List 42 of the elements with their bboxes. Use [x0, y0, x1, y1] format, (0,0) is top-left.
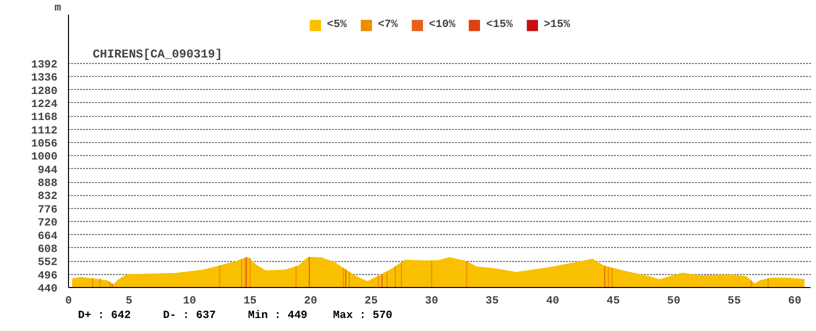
y-tick-label: 552	[38, 257, 58, 270]
y-tick-label: 664	[38, 230, 58, 243]
x-tick-label: 15	[243, 296, 258, 308]
y-tick-label: 944	[38, 164, 58, 177]
x-tick-label: 50	[667, 296, 680, 308]
x-tick-label: 40	[546, 296, 560, 308]
y-tick-label: 1392	[31, 59, 58, 72]
y-tick-label: 776	[38, 204, 58, 216]
y-tick-label: 1224	[31, 98, 58, 111]
y-axis-title: m	[54, 2, 62, 14]
x-tick-label: 5	[126, 296, 133, 308]
y-tick-label: 496	[38, 270, 58, 282]
text: Min : 449	[248, 309, 308, 324]
text: CHIRENS[CA_090319]	[92, 47, 222, 62]
x-tick-label: 55	[728, 296, 742, 308]
x-tick-label: 35	[486, 296, 500, 308]
x-tick-label: 20	[304, 296, 318, 308]
y-tick-label: 1056	[31, 138, 58, 151]
text: D+ : 642	[78, 309, 132, 324]
y-tick-label: 608	[38, 244, 58, 256]
legend-label: <15%	[486, 19, 513, 31]
y-tick-label: 888	[38, 178, 58, 190]
y-tick-label: 1000	[31, 152, 58, 164]
y-tick-label: 832	[38, 191, 58, 204]
y-tick-label: 1112	[31, 125, 58, 138]
legend-label: >15%	[544, 19, 570, 31]
x-tick-label: 25	[364, 296, 378, 308]
text: Max : 570	[333, 309, 394, 324]
y-tick-label: 720	[38, 218, 58, 230]
x-tick-label: 10	[182, 296, 196, 308]
x-tick-label: 45	[606, 296, 620, 308]
y-tick-label: 1280	[31, 86, 58, 98]
x-tick-label: 30	[425, 296, 438, 308]
legend-label: <7%	[378, 19, 398, 31]
legend-label: <5%	[326, 19, 347, 31]
x-tick-label: 0	[65, 296, 72, 308]
legend-label: <10%	[428, 19, 456, 31]
y-tick-label: 1168	[31, 112, 58, 124]
text: D- : 637	[163, 309, 217, 324]
x-tick-label: 60	[788, 296, 802, 308]
y-tick-label: 1336	[31, 72, 58, 85]
y-tick-label: 440	[38, 284, 58, 296]
